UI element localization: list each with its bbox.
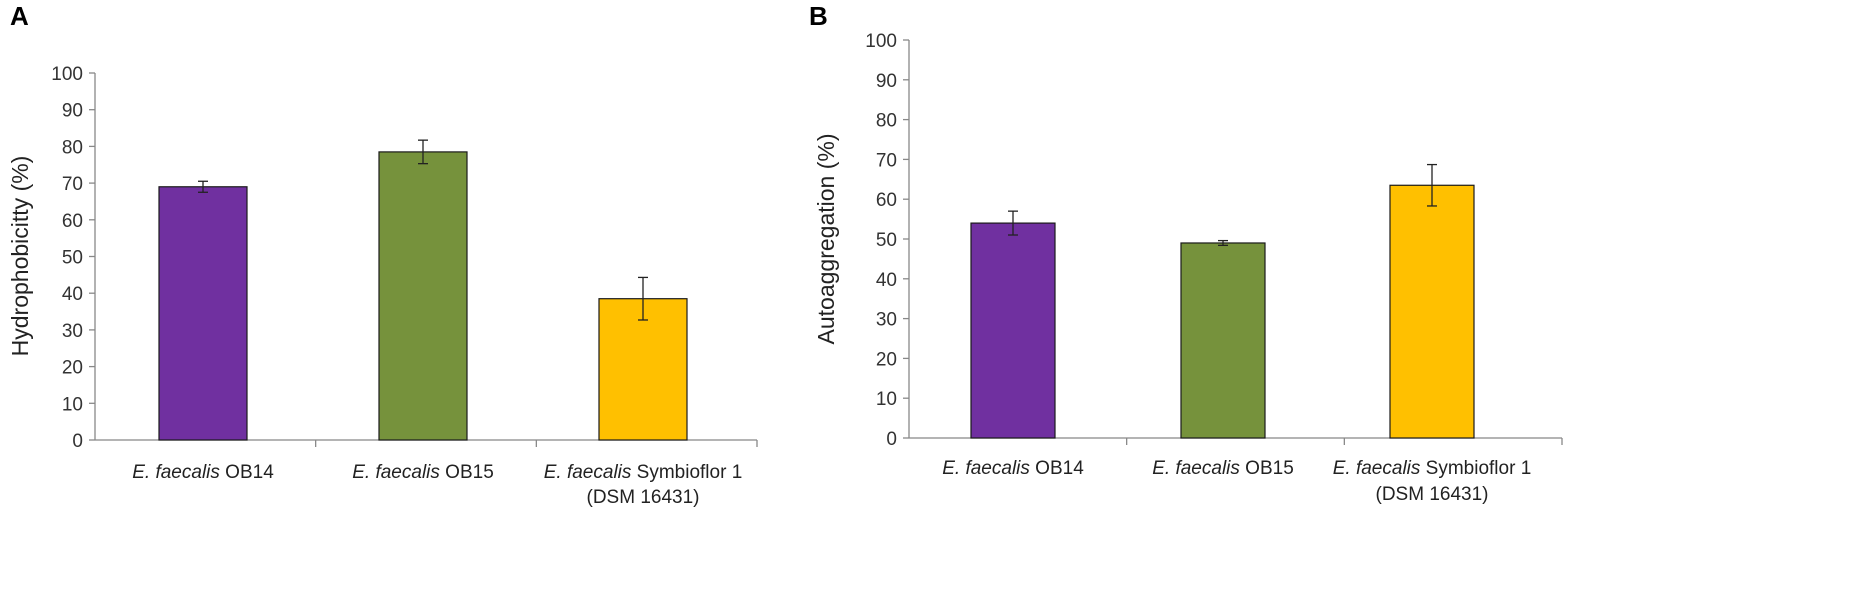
chart0-category-label: E. faecalis OB14 <box>132 462 274 483</box>
chart1-bar <box>1389 184 1475 439</box>
chart1-y-tick-label: 40 <box>876 270 897 291</box>
chart1-y-tick-label: 80 <box>876 111 897 132</box>
chart1-y-axis-label: Autoaggregation (%) <box>813 134 839 345</box>
chart0-panel-label: A <box>10 1 29 31</box>
chart0-y-tick-label: 0 <box>72 431 83 452</box>
chart1-y-tick-label: 0 <box>886 429 897 450</box>
chart0-category-label: E. faecalis Symbioflor 1 <box>544 462 743 483</box>
chart1-y-tick-label: 90 <box>876 71 897 92</box>
chart1-y-tick-label: 50 <box>876 230 897 251</box>
chart0-y-tick-label: 80 <box>62 137 83 158</box>
chart1-bar <box>1180 242 1266 439</box>
chart1-y-tick-label: 100 <box>865 31 897 52</box>
chart1-category-label: E. faecalis OB14 <box>942 458 1084 479</box>
chart0-y-tick-label: 100 <box>51 64 83 85</box>
chart0-y-axis-label: Hydrophobicitty (%) <box>7 156 33 357</box>
chart0-bar <box>378 151 468 441</box>
chart0-y-tick-label: 50 <box>62 248 83 269</box>
chart0-y-tick-label: 70 <box>62 174 83 195</box>
chart1-category-label: E. faecalis OB15 <box>1152 458 1294 479</box>
chart0-y-tick-label: 40 <box>62 284 83 305</box>
chart1-category-label-line2: (DSM 16431) <box>1376 484 1489 505</box>
chart0-bar <box>158 186 248 441</box>
chart0-y-tick-label: 10 <box>62 394 83 415</box>
chart0-y-tick-label: 90 <box>62 101 83 122</box>
chart0-category-label: E. faecalis OB15 <box>352 462 494 483</box>
chart1-y-tick-label: 60 <box>876 190 897 211</box>
chart1-bar <box>970 222 1056 439</box>
chart1-panel-label: B <box>809 1 828 31</box>
chart1-y-tick-label: 20 <box>876 349 897 370</box>
chart1-y-tick-label: 30 <box>876 310 897 331</box>
chart0-y-tick-label: 20 <box>62 358 83 379</box>
chart0-bar <box>598 298 688 441</box>
chart0-y-tick-label: 30 <box>62 321 83 342</box>
chart1-y-tick-label: 70 <box>876 150 897 171</box>
chart1-y-tick-label: 10 <box>876 389 897 410</box>
chart0-y-tick-label: 60 <box>62 211 83 232</box>
chart0-category-label-line2: (DSM 16431) <box>587 487 700 508</box>
chart1-category-label: E. faecalis Symbioflor 1 <box>1333 458 1532 479</box>
